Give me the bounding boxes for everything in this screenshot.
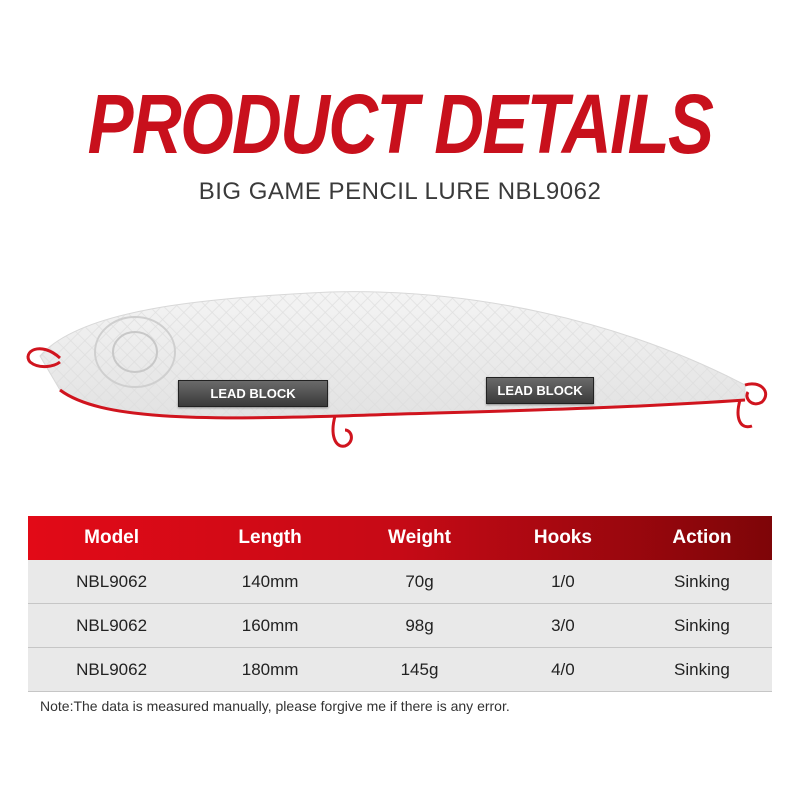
cell: 140mm <box>195 560 345 604</box>
column-header: Action <box>672 527 732 548</box>
lure-image <box>26 291 768 448</box>
cell: NBL9062 <box>28 603 196 648</box>
lead-block-label: LEAD BLOCK <box>486 377 594 404</box>
cell: NBL9062 <box>28 560 196 604</box>
page-title: PRODUCT DETAILS <box>87 77 714 171</box>
cell: 3/0 <box>494 603 632 648</box>
cell: 180mm <box>195 647 345 692</box>
cell: Sinking <box>631 603 772 648</box>
table-header-row: Model Length Weight Hooks Action <box>28 516 772 560</box>
cell: 145g <box>345 647 495 692</box>
specs-table: Model Length Weight Hooks Action NBL9062… <box>28 516 772 692</box>
cell: 4/0 <box>494 647 632 692</box>
cell: 1/0 <box>494 560 632 604</box>
column-header: Model <box>84 527 140 548</box>
lead-block-label: LEAD BLOCK <box>178 380 328 407</box>
column-header: Weight <box>388 527 451 548</box>
cell: Sinking <box>631 560 772 604</box>
cell: 98g <box>345 603 495 648</box>
table-row: NBL9062 140mm 70g 1/0 Sinking <box>28 560 772 604</box>
cell: 70g <box>345 560 495 604</box>
table-row: NBL9062 180mm 145g 4/0 Sinking <box>28 647 772 692</box>
column-header: Hooks <box>533 527 592 548</box>
page-subtitle: BIG GAME PENCIL LURE NBL9062 <box>198 178 602 205</box>
cell: Sinking <box>631 647 772 692</box>
cell: 160mm <box>195 603 345 648</box>
column-header: Length <box>238 527 302 548</box>
disclaimer-note: Note:The data is measured manually, plea… <box>40 698 510 714</box>
cell: NBL9062 <box>28 647 196 692</box>
table-row: NBL9062 160mm 98g 3/0 Sinking <box>28 603 772 648</box>
